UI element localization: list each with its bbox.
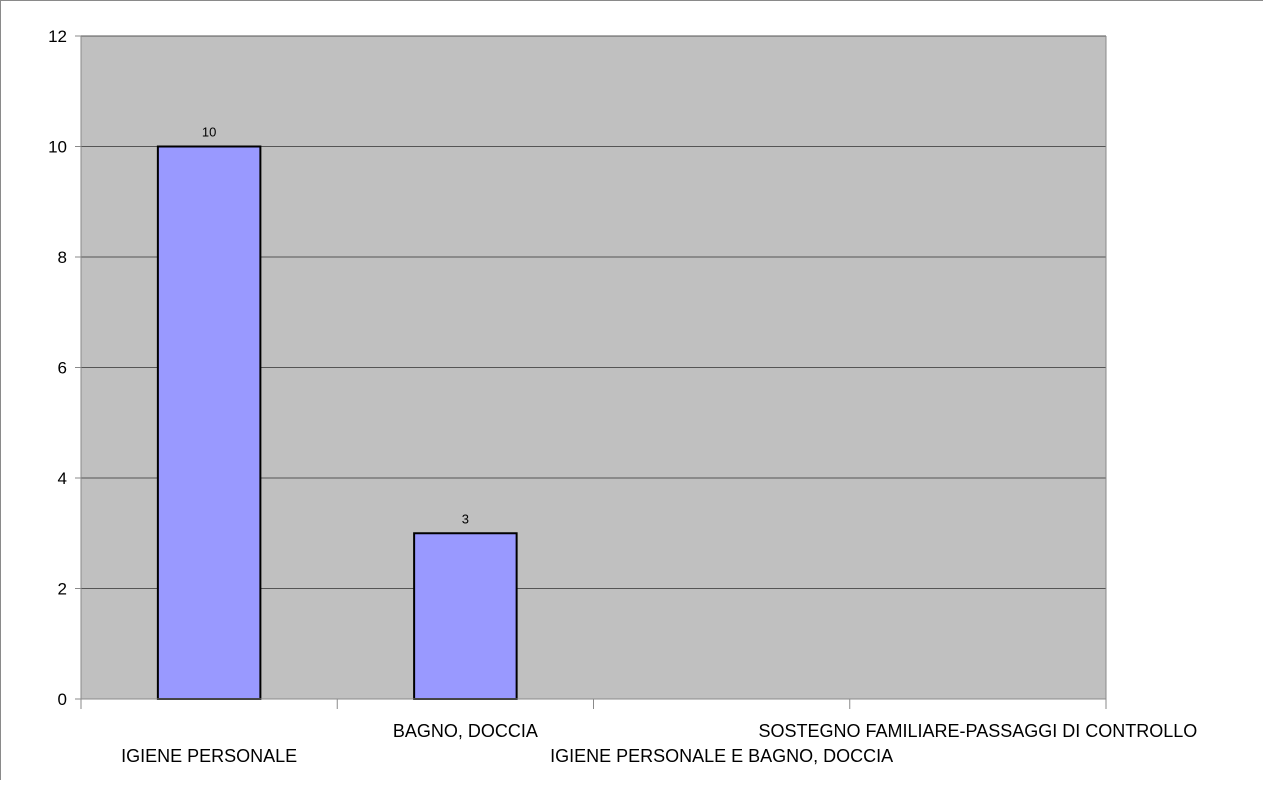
y-tick-label: 12	[48, 27, 67, 46]
y-tick-label: 4	[58, 469, 67, 488]
bars	[156, 145, 518, 700]
data-labels: 10 3	[202, 125, 469, 527]
y-tick-label: 6	[58, 359, 67, 378]
y-tick-label: 8	[58, 248, 67, 267]
y-tick-label: 0	[58, 690, 67, 709]
y-tick-label: 2	[58, 580, 67, 599]
data-label: 3	[462, 511, 469, 526]
bar-2	[413, 532, 518, 700]
x-category-label: SOSTEGNO FAMILIARE-PASSAGGI DI CONTROLLO	[759, 721, 1198, 741]
x-category-label: IGIENE PERSONALE E BAGNO, DOCCIA	[550, 746, 893, 766]
x-category-label: BAGNO, DOCCIA	[393, 721, 538, 741]
x-category-label: IGIENE PERSONALE	[121, 746, 297, 766]
y-tick-label: 10	[48, 138, 67, 157]
bar-1	[156, 145, 262, 700]
data-label: 10	[202, 125, 216, 140]
axes: 0 2 4 6 8 10 12 IGIENE PERSONALE BAGNO, DOCCIA IG…	[48, 27, 1197, 766]
